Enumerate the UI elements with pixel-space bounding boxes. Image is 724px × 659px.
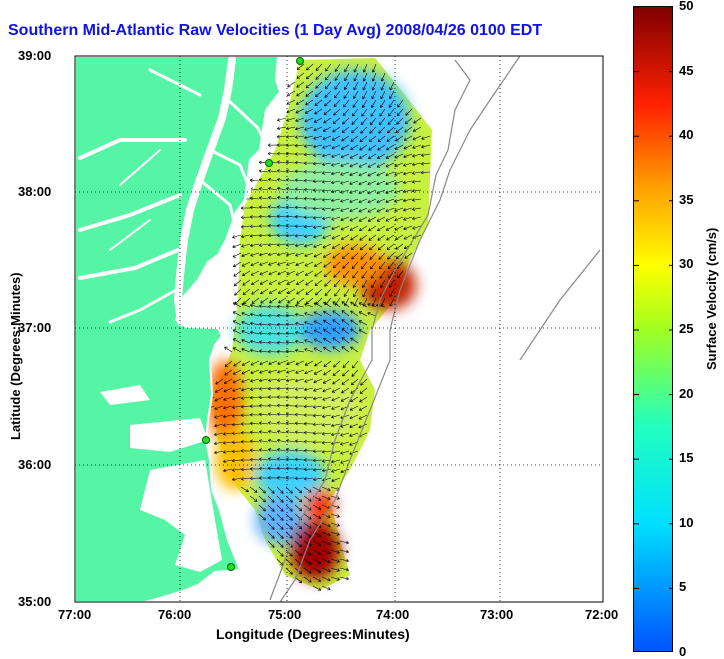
zone-lower [260, 375, 360, 445]
colorbar-tick-label: 5 [679, 579, 687, 595]
y-tick-label: 39:00 [18, 48, 52, 63]
x-axis-title: Longitude (Degrees:Minutes) [216, 626, 410, 642]
station-marker [202, 436, 210, 444]
colorbar-tick-label: 50 [679, 0, 694, 13]
zone-sea [255, 450, 325, 500]
y-axis-title: Latitude (Degrees:Minutes) [8, 272, 23, 440]
zone-hat [290, 520, 340, 580]
zone-oi2 [215, 430, 255, 490]
colorbar-tick-label: 20 [679, 385, 694, 401]
station-marker [296, 57, 304, 65]
zone-sea2 [255, 495, 305, 545]
x-tick-label: 74:00 [376, 607, 410, 622]
station-marker [227, 563, 235, 571]
x-tick-label: 73:00 [480, 607, 514, 622]
nc-sounds [100, 385, 222, 572]
y-tick-label: 35:00 [18, 594, 52, 609]
chesapeake-bay [78, 56, 270, 326]
y-tick-label: 36:00 [18, 457, 52, 472]
colorbar [633, 6, 673, 652]
colorbar-tick-label: 35 [679, 191, 694, 207]
y-tick-label: 37:00 [18, 320, 52, 335]
map-title: Southern Mid-Atlantic Raw Velocities (1 … [8, 22, 543, 39]
velocity-arrows [205, 63, 431, 591]
x-tick-label: 76:00 [158, 607, 192, 622]
gridlines [75, 56, 603, 602]
station-marker [265, 159, 273, 167]
x-tick-label: 72:00 [585, 607, 619, 622]
colorbar-tick-label: 45 [679, 62, 694, 78]
colorbar-tick-label: 30 [679, 256, 694, 272]
colorbar-tick-label: 10 [679, 514, 694, 530]
radar-stations [202, 57, 304, 571]
y-tick-label: 38:00 [18, 184, 52, 199]
colorbar-tick-label: 25 [679, 321, 694, 336]
colorbar-tick-label: 40 [679, 127, 694, 143]
x-tick-label: 75:00 [268, 607, 302, 622]
zone-mouth [235, 305, 305, 355]
colorbar-label: Surface Velocity (cm/s) [704, 227, 719, 370]
land-mass [75, 56, 282, 602]
x-tick-label: 77:00 [58, 607, 92, 622]
bathymetry-contours [269, 56, 601, 602]
colorbar-tick-label: 15 [679, 450, 694, 466]
colorbar-tick-label: 0 [679, 644, 687, 659]
velocity-vector [205, 63, 431, 591]
